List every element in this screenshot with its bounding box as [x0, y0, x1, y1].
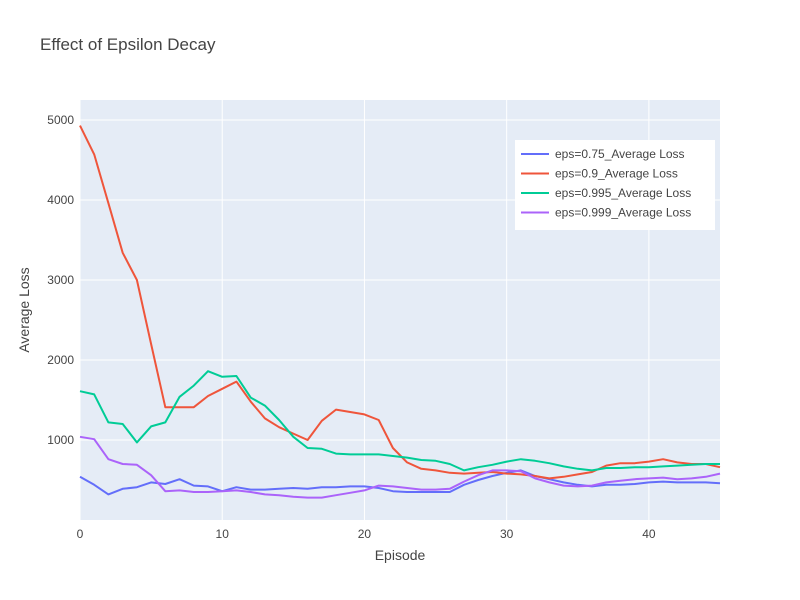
x-tick-label: 40: [642, 527, 656, 541]
y-tick-label: 1000: [47, 433, 74, 447]
tick-layer: 1000 2000 3000 4000 5000 0 10 20 30 40: [47, 113, 656, 541]
legend: eps=0.75_Average Loss eps=0.9_Average Los…: [515, 140, 715, 230]
chart-title: Effect of Epsilon Decay: [40, 35, 216, 54]
x-tick-label: 0: [77, 527, 84, 541]
series-layer: [79, 125, 721, 499]
legend-label-1: eps=0.9_Average Loss: [555, 167, 678, 181]
series-line-2: [79, 370, 720, 472]
x-tick-label: 10: [216, 527, 230, 541]
legend-label-2: eps=0.995_Average Loss: [555, 186, 691, 200]
x-tick-label: 20: [358, 527, 372, 541]
series-line-3: [79, 435, 721, 499]
y-tick-label: 4000: [47, 193, 74, 207]
y-tick-label: 2000: [47, 353, 74, 367]
y-tick-label: 3000: [47, 273, 74, 287]
x-tick-label: 30: [500, 527, 514, 541]
series-line-0: [79, 469, 721, 496]
x-axis-label: Episode: [375, 547, 426, 563]
legend-label-3: eps=0.999_Average Loss: [555, 206, 691, 220]
series-line-1: [79, 125, 721, 480]
y-axis-label: Average Loss: [16, 267, 32, 352]
y-tick-label: 5000: [47, 113, 74, 127]
legend-label-0: eps=0.75_Average Loss: [555, 147, 685, 161]
